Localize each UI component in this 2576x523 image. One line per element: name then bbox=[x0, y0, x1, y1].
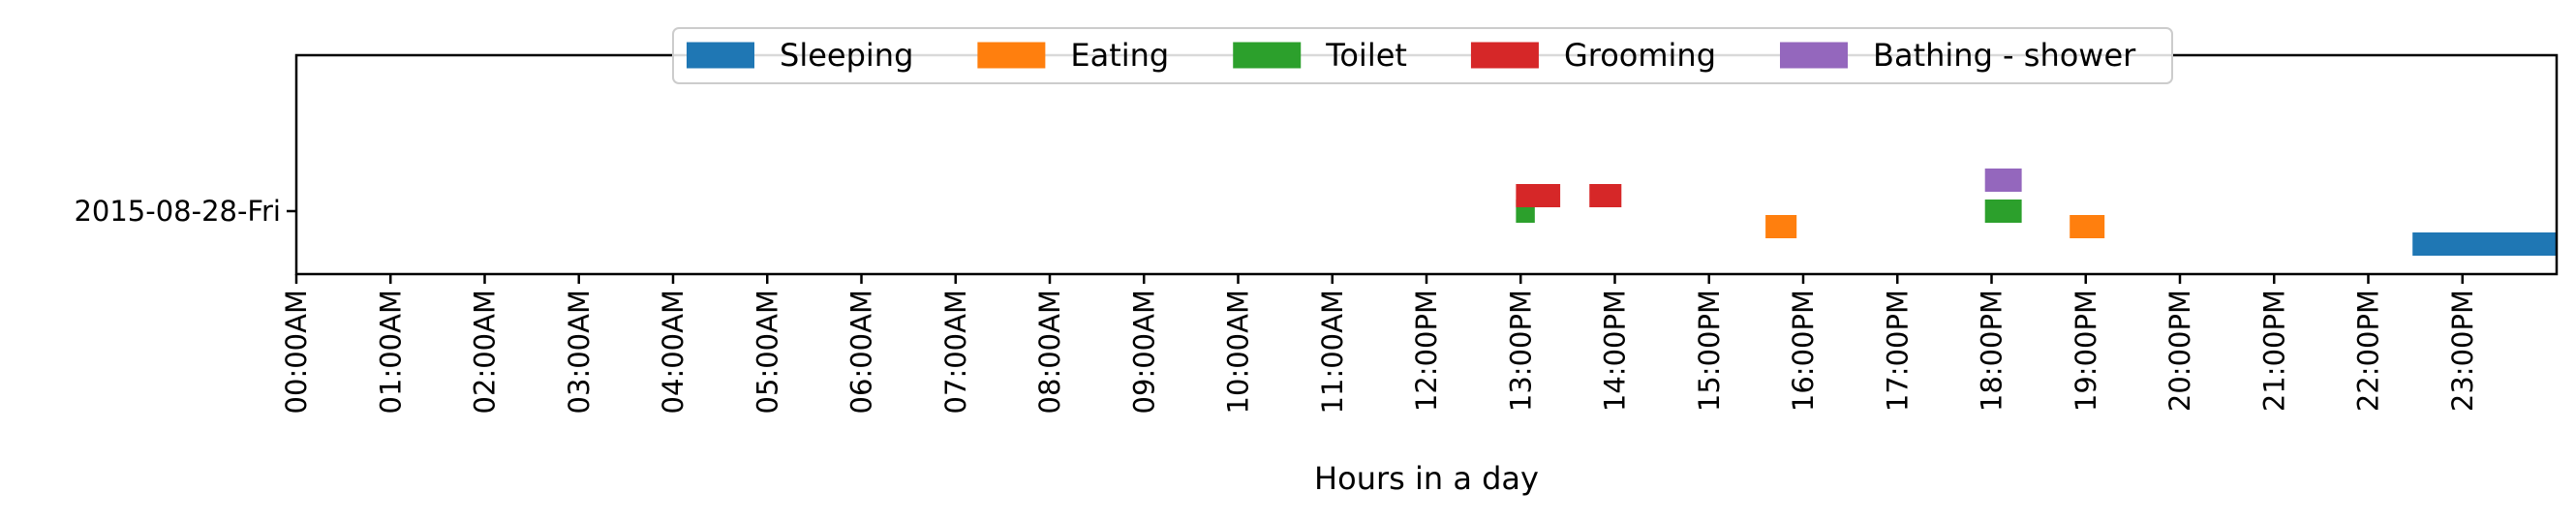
x-tick-label: 22:00PM bbox=[2352, 290, 2385, 412]
bar-eating-2 bbox=[2070, 215, 2105, 238]
x-axis: 00:00AM 01:00AM 02:00AM 03:00AM 04:00AM 05:00… bbox=[280, 274, 2479, 414]
x-tick-label: 14:00PM bbox=[1599, 290, 1632, 412]
x-axis-title: Hours in a day bbox=[1314, 460, 1539, 497]
legend-swatch-grooming bbox=[1470, 42, 1539, 69]
x-tick-label: 23:00PM bbox=[2446, 290, 2479, 412]
x-tick-label: 07:00AM bbox=[939, 290, 972, 414]
legend-label-grooming: Grooming bbox=[1564, 37, 1716, 74]
x-tick-label: 18:00PM bbox=[1976, 290, 2009, 412]
legend-label-toilet: Toilet bbox=[1325, 37, 1407, 74]
x-tick-label: 17:00PM bbox=[1881, 290, 1914, 412]
x-tick-label: 03:00AM bbox=[563, 290, 596, 414]
x-tick-label: 10:00AM bbox=[1222, 290, 1255, 414]
x-tick-label: 08:00AM bbox=[1033, 290, 1066, 414]
x-tick-label: 05:00AM bbox=[751, 290, 783, 414]
bar-grooming-2 bbox=[1589, 184, 1622, 207]
legend-label-eating: Eating bbox=[1070, 37, 1169, 74]
legend-swatch-bathing-shower bbox=[1780, 42, 1848, 69]
x-tick-label: 15:00PM bbox=[1693, 290, 1726, 412]
x-tick-label: 06:00AM bbox=[845, 290, 878, 414]
bar-sleeping-1 bbox=[2412, 232, 2557, 256]
x-tick-label: 09:00AM bbox=[1127, 290, 1160, 414]
legend-label-sleeping: Sleeping bbox=[780, 37, 913, 74]
bar-toilet-2 bbox=[1984, 200, 2022, 223]
legend: Sleeping Eating Toilet Grooming Bathing - sh… bbox=[672, 27, 2173, 84]
bar-bathing-shower-1 bbox=[1984, 169, 2022, 192]
legend-swatch-toilet bbox=[1233, 42, 1302, 69]
x-tick-label: 01:00AM bbox=[374, 290, 407, 414]
x-tick-label: 04:00AM bbox=[657, 290, 690, 414]
x-tick-label: 13:00PM bbox=[1504, 290, 1537, 412]
x-tick-label: 02:00AM bbox=[469, 290, 502, 414]
x-tick-label: 11:00AM bbox=[1316, 290, 1349, 414]
x-tick-label: 12:00PM bbox=[1410, 290, 1443, 412]
y-axis: 2015-08-28-Fri bbox=[74, 195, 296, 228]
x-tick-label: 16:00PM bbox=[1787, 290, 1820, 412]
x-tick-label: 19:00PM bbox=[2070, 290, 2102, 412]
x-tick-label: 21:00PM bbox=[2257, 290, 2290, 412]
x-tick-label: 20:00PM bbox=[2163, 290, 2196, 412]
legend-frame bbox=[672, 27, 2173, 84]
plot-frame bbox=[294, 53, 2559, 276]
y-tick-label: 2015-08-28-Fri bbox=[74, 195, 281, 228]
legend-swatch-sleeping bbox=[687, 42, 754, 69]
x-tick-label: 00:00AM bbox=[280, 290, 313, 414]
activity-bars bbox=[1516, 169, 2557, 256]
legend-swatch-eating bbox=[977, 42, 1046, 69]
legend-label-bathing-shower: Bathing - shower bbox=[1873, 37, 2136, 74]
bar-grooming-1 bbox=[1516, 184, 1561, 207]
bar-eating-1 bbox=[1765, 215, 1797, 238]
